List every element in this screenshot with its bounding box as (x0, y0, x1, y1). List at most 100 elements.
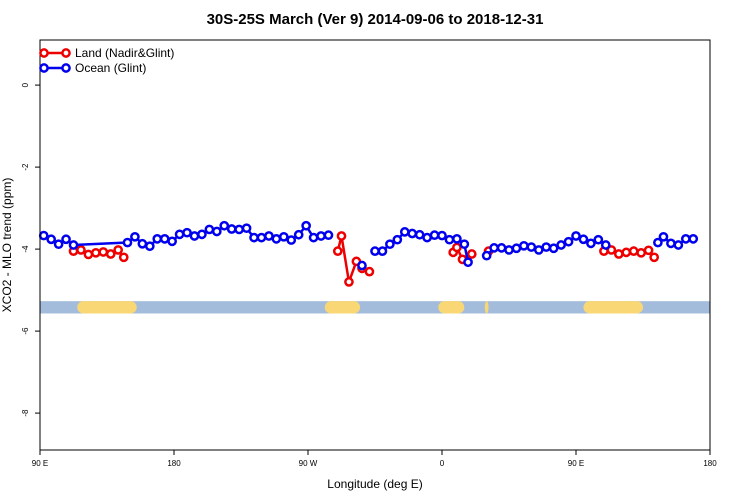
land-mask-segment (583, 301, 643, 314)
data-point (90, 247, 101, 258)
data-point (38, 230, 49, 241)
data-point (636, 247, 646, 258)
data-point (489, 243, 499, 253)
data-point (533, 245, 544, 255)
data-point (571, 231, 581, 241)
data-point (189, 231, 200, 241)
data-point (219, 220, 230, 231)
data-point (666, 238, 676, 249)
data-point (144, 241, 155, 252)
data-point (399, 227, 410, 237)
legend-label: Land (Nadir&Glint) (75, 46, 174, 60)
data-point (688, 234, 699, 244)
data-point (68, 240, 79, 250)
data-point (444, 234, 455, 245)
data-point (357, 260, 367, 271)
series-group (38, 220, 699, 287)
data-point (459, 239, 470, 250)
land-mask-segment (438, 301, 465, 314)
data-point (137, 238, 148, 249)
data-point (414, 229, 425, 240)
data-point (385, 239, 395, 250)
legend-marker (39, 48, 49, 58)
data-point (264, 231, 274, 241)
x-tick-label: 90 E (32, 459, 48, 468)
y-tick-label: -4 (21, 245, 30, 253)
data-point (130, 231, 140, 242)
land-ocean-mask (40, 301, 710, 314)
data-point (293, 229, 304, 240)
data-point (649, 252, 660, 263)
land-mask-segment (484, 301, 489, 314)
data-point (621, 247, 632, 258)
land-mask-segment (77, 301, 137, 314)
data-point (658, 231, 669, 242)
data-point (437, 230, 447, 241)
data-point (256, 232, 267, 243)
plot-frame (39, 39, 711, 451)
data-point (370, 246, 380, 256)
y-tick-label: -8 (21, 409, 30, 417)
data-point (496, 243, 507, 253)
legend-marker (39, 63, 49, 73)
series-ocean (38, 220, 699, 271)
y-axis-label: XCO2 - MLO trend (ppm) (0, 178, 14, 313)
data-point (61, 234, 71, 245)
data-point (519, 240, 529, 251)
data-point (586, 238, 596, 249)
data-point (113, 245, 124, 255)
data-point (211, 226, 222, 237)
data-point (481, 250, 492, 261)
data-point (226, 224, 237, 234)
data-point (452, 242, 462, 253)
data-point (452, 234, 462, 244)
x-tick-label: 180 (167, 459, 181, 468)
data-point (563, 236, 574, 247)
y-tick-label: -6 (21, 327, 30, 335)
data-point (673, 240, 684, 250)
data-point (105, 249, 116, 259)
x-tick-label: 90 W (299, 459, 318, 468)
data-point (600, 240, 611, 250)
data-point (182, 227, 192, 238)
data-point (53, 239, 64, 250)
data-point (159, 234, 170, 244)
data-point (407, 228, 418, 239)
data-point (204, 224, 215, 235)
data-point (526, 242, 537, 252)
data-point (249, 232, 259, 243)
data-point (122, 237, 133, 248)
data-point (556, 240, 566, 250)
data-point (98, 247, 109, 257)
legend-marker (61, 48, 71, 58)
legend-label: Ocean (Glint) (75, 61, 146, 75)
data-point (152, 234, 163, 244)
data-point (364, 266, 375, 277)
data-point (548, 243, 559, 254)
chart-title: 30S-25S March (Ver 9) 2014-09-06 to 2018… (207, 11, 544, 28)
data-point (578, 234, 589, 245)
y-tick-label: -2 (21, 163, 30, 171)
data-point (643, 245, 654, 256)
data-point (606, 245, 617, 255)
legend-marker (61, 63, 71, 73)
data-point (628, 246, 639, 256)
data-point (83, 249, 94, 260)
data-point (234, 224, 244, 235)
data-point (46, 234, 57, 245)
ocean-mask-band (40, 301, 710, 314)
x-tick-label: 90 E (568, 459, 584, 468)
data-point (323, 230, 334, 241)
data-point (429, 230, 440, 241)
axes: 90 E 180 90 W 0 90 E 180 0 -2 -4 -6 -8 (21, 82, 717, 468)
data-point (504, 245, 514, 255)
data-point (466, 249, 477, 259)
data-point (392, 234, 403, 245)
data-point (271, 234, 282, 244)
data-point (286, 235, 297, 245)
series-land (68, 231, 660, 287)
data-point (593, 234, 604, 245)
data-point (76, 245, 86, 255)
data-point (197, 229, 207, 240)
data-point (278, 231, 289, 242)
